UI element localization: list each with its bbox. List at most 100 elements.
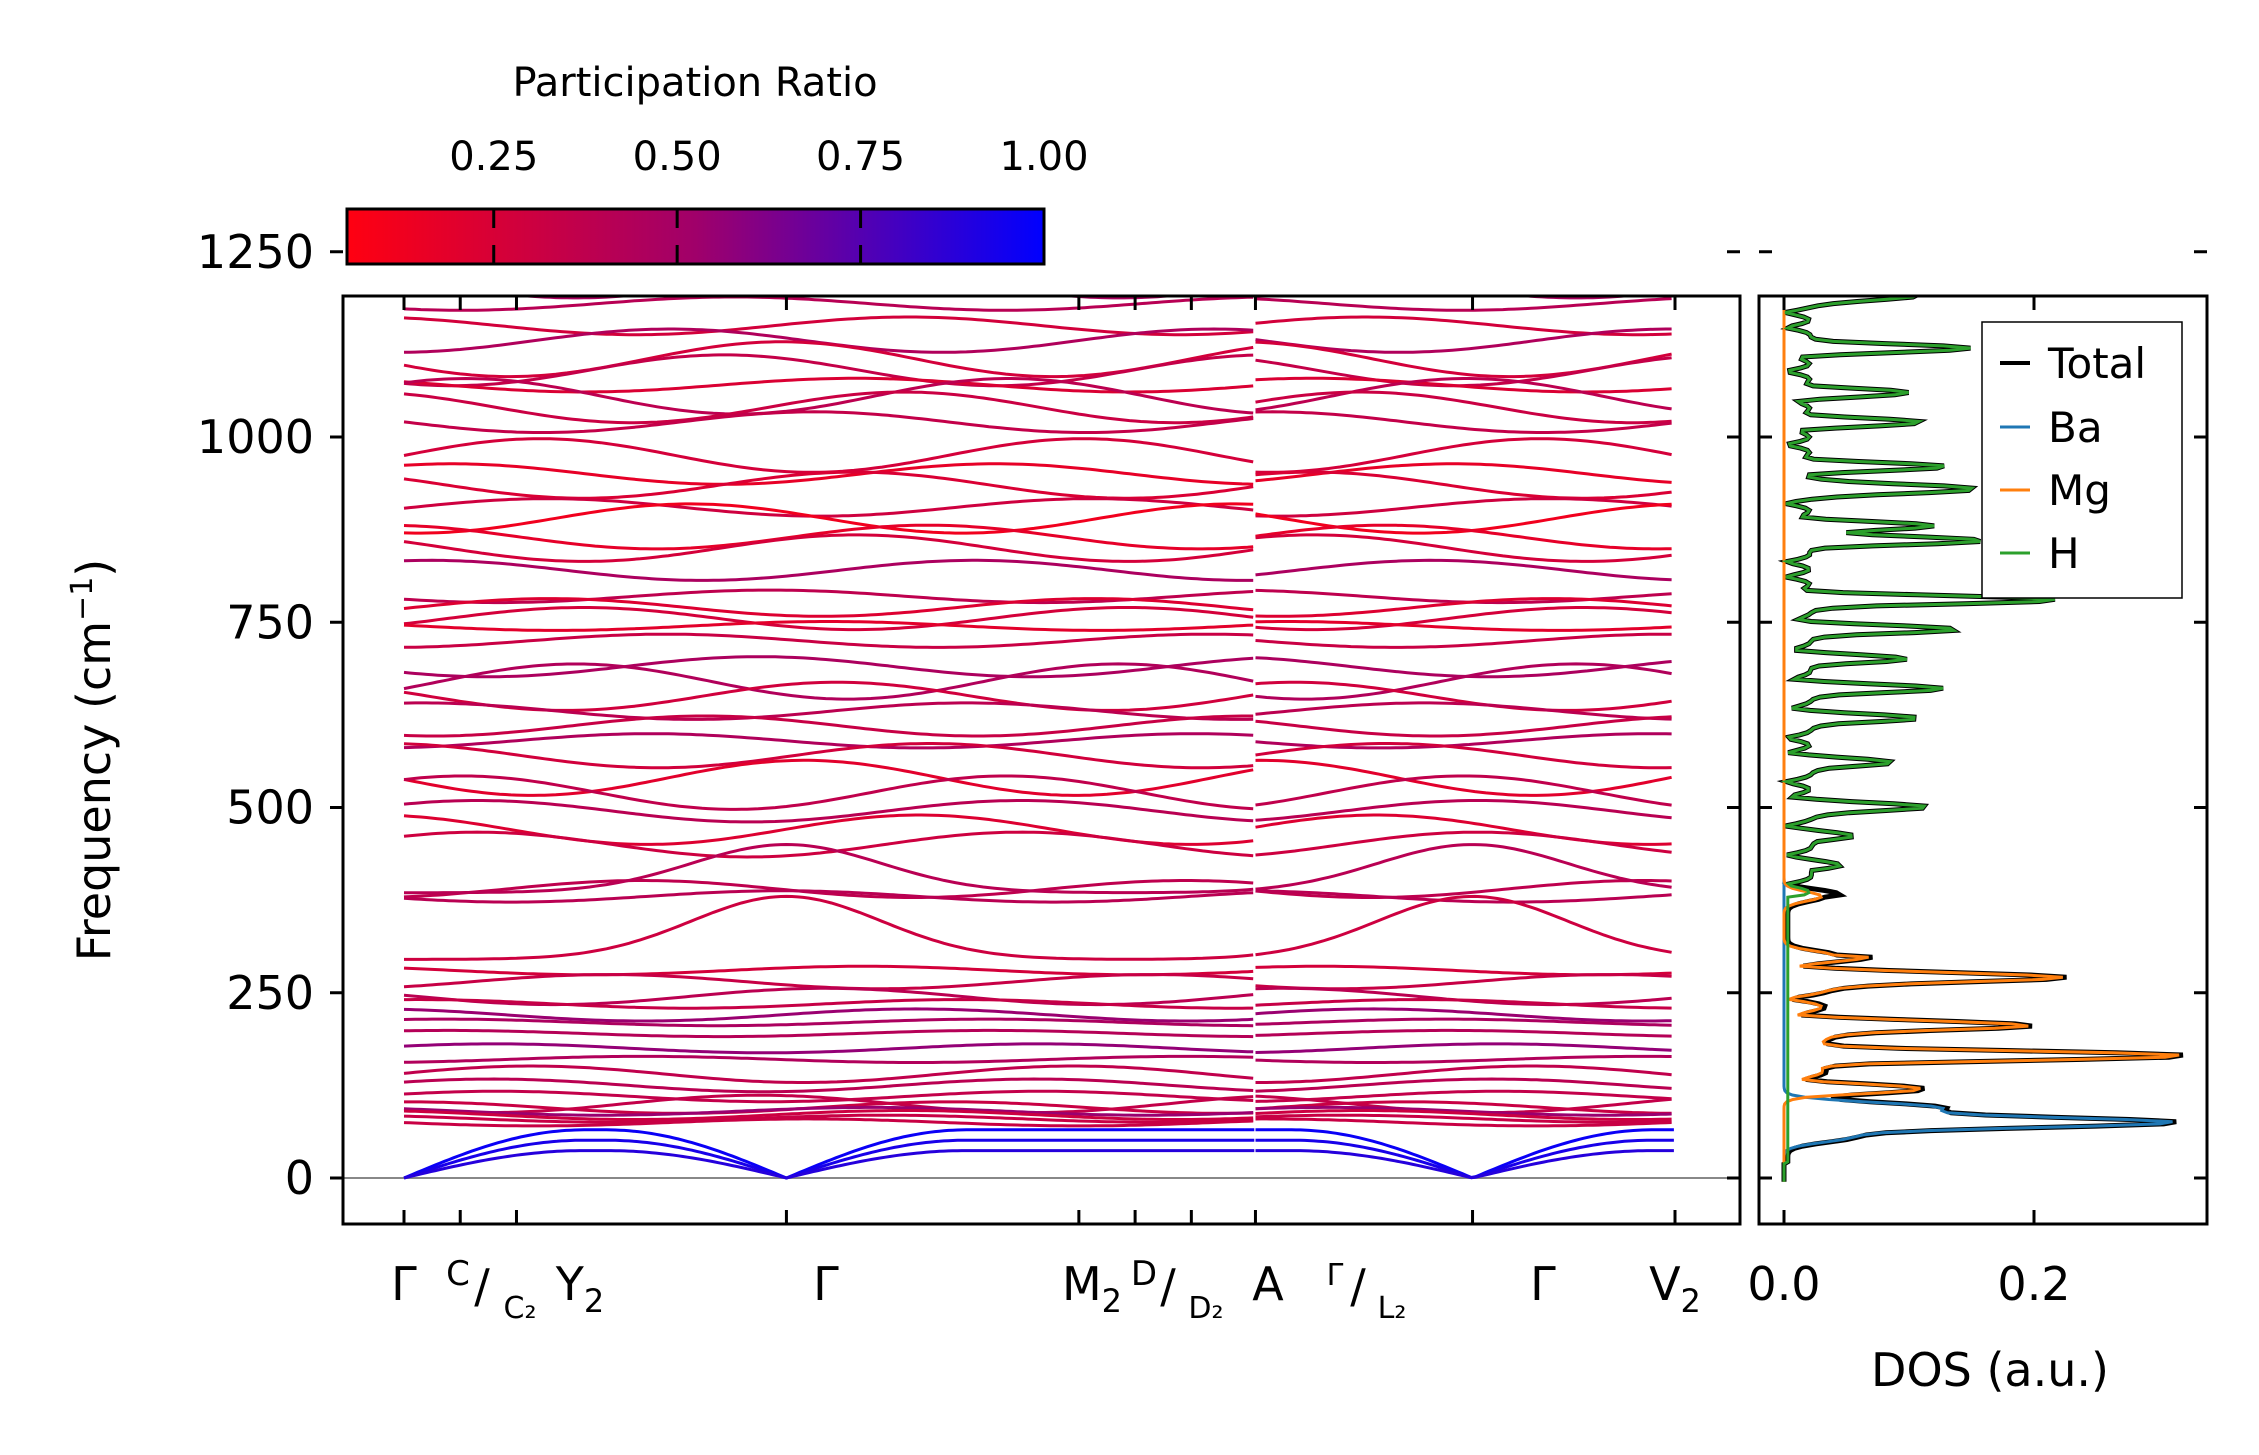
dos-h-line — [1780, 296, 2056, 1182]
phonon-band — [403, 799, 1254, 824]
k-label-c: C — [446, 1254, 470, 1294]
phonon-band — [1255, 1042, 1672, 1054]
phonon-band — [1255, 533, 1672, 563]
phonon-band — [403, 1064, 1254, 1084]
dos-lines — [1776, 296, 2184, 1182]
phonon-band — [1256, 207, 1672, 231]
phonon-band — [404, 894, 1254, 961]
colorbar-tick-label: 1.00 — [999, 134, 1088, 180]
y-tick-label: 500 — [226, 781, 314, 835]
phonon-band — [1255, 497, 1672, 518]
phonon-band — [1511, 296, 1641, 300]
y-tick-label: 750 — [226, 595, 314, 649]
phonon-band — [1255, 894, 1672, 957]
y-axis-label: Frequency (cm−1) — [65, 559, 121, 962]
phonon-band — [403, 497, 1254, 518]
phonon-band — [1255, 297, 1672, 312]
phonon-band — [1255, 1105, 1672, 1117]
phonon-band — [403, 1054, 1254, 1064]
k-label-gamma-3: Γ — [1530, 1257, 1556, 1311]
phonon-band — [1255, 701, 1672, 721]
y-tick-label: 1250 — [197, 225, 314, 279]
phonon-band — [1255, 889, 1672, 904]
phonon-band — [403, 1105, 1254, 1117]
phonon-band — [403, 701, 1254, 721]
colorbar-tick-label: 0.75 — [816, 134, 905, 180]
legend-label-mg: Mg — [2048, 466, 2111, 515]
phonon-band — [403, 758, 1254, 797]
acoustic-band — [1255, 1138, 1674, 1180]
acoustic-band — [1255, 1149, 1674, 1180]
phonon-band — [403, 296, 1254, 312]
phonon-band — [403, 774, 1254, 811]
k-label-slash-1: / — [474, 1259, 490, 1313]
phonon-band — [1255, 377, 1672, 412]
phonon-band — [403, 655, 1254, 679]
y-tick-label: 0 — [285, 1151, 314, 1205]
phonon-band — [403, 742, 1254, 770]
k-label-m2: M2 — [1062, 1257, 1122, 1320]
k-label-gamma-top: Γ — [1327, 1258, 1344, 1293]
band-lines — [403, 180, 1674, 1180]
phonon-band — [403, 533, 1254, 563]
k-label-slash-3: / — [1350, 1259, 1366, 1313]
phonon-band — [1255, 470, 1672, 500]
phonon-band — [1255, 680, 1672, 712]
phonon-band — [403, 1109, 1254, 1121]
phonon-band — [403, 1007, 1254, 1023]
phonon-band — [403, 1117, 1254, 1128]
band-ticks — [330, 250, 1740, 1224]
phonon-band — [1255, 410, 1672, 434]
phonon-band — [1255, 1017, 1672, 1027]
y-tick-label: 250 — [226, 966, 314, 1020]
k-label-gamma-2: Γ — [813, 1257, 839, 1311]
phonon-band — [1255, 1113, 1672, 1124]
acoustic-band — [403, 1128, 1255, 1180]
phonon-band — [404, 997, 1254, 1010]
legend-label-ba: Ba — [2048, 403, 2103, 452]
phonon-band — [403, 606, 1254, 632]
phonon-band — [1255, 1054, 1672, 1064]
phonon-band — [403, 680, 1254, 712]
phonon-band — [403, 1089, 1254, 1104]
dos-total-line — [1776, 296, 2184, 1182]
phonon-band — [1256, 220, 1672, 239]
phonon-band — [1255, 758, 1672, 797]
phonon-band — [1256, 180, 1672, 190]
phonon-band — [1255, 376, 1672, 394]
phonon-band — [403, 830, 1254, 859]
phonon-band — [403, 1042, 1254, 1055]
phonon-band — [403, 410, 1254, 434]
y-tick-label: 1000 — [197, 410, 314, 464]
phonon-band — [1255, 597, 1672, 618]
phonon-band — [403, 1077, 1254, 1094]
phonon-band — [1255, 813, 1672, 846]
phonon-band — [1255, 1007, 1672, 1023]
phonon-band — [403, 353, 1254, 388]
phonon-band — [1255, 799, 1672, 822]
phonon-band — [1255, 843, 1672, 891]
phonon-band — [1255, 1109, 1672, 1121]
phonon-band — [1255, 973, 1672, 991]
phonon-band — [403, 732, 1254, 750]
phonon-band — [1255, 1117, 1672, 1128]
phonon-band — [403, 588, 1254, 605]
phonon-band — [403, 1113, 1254, 1124]
phonon-band — [1255, 656, 1672, 679]
phonon-band — [403, 597, 1254, 618]
k-label-slash-2: / — [1160, 1259, 1176, 1313]
phonon-band — [403, 523, 1254, 551]
phonon-band — [403, 376, 1254, 416]
phonon-band — [404, 842, 1254, 895]
phonon-band — [1255, 437, 1672, 474]
phonon-band — [403, 558, 1254, 582]
phonon-band — [403, 390, 1254, 425]
phonon-band — [403, 470, 1254, 500]
dos-ticks — [1759, 250, 2207, 1224]
colorbar-gradient — [345, 207, 1046, 266]
dos-panel: 0.0 0.2 DOS (a.u.) Total Ba Mg H — [1747, 250, 2209, 1397]
phonon-band — [403, 502, 1254, 535]
dos-x-axis-label: DOS (a.u.) — [1871, 1343, 2109, 1397]
phonon-band — [404, 632, 1254, 649]
